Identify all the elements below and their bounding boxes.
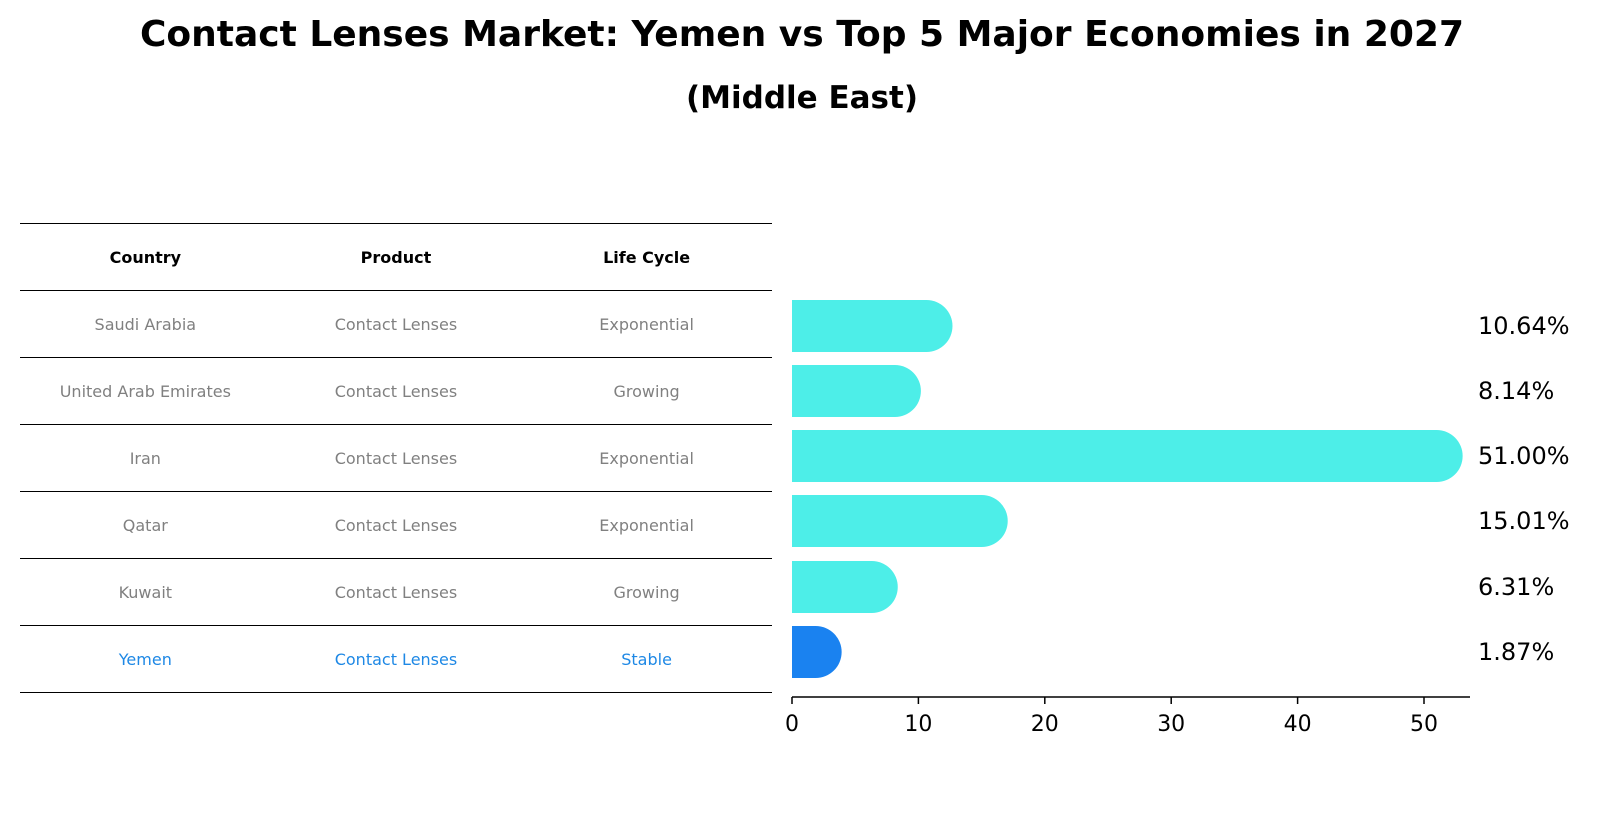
x-tick-label: 0 xyxy=(785,712,799,737)
cell-country: Qatar xyxy=(122,515,168,535)
cell-product: Contact Lenses xyxy=(334,314,458,334)
data-label: 10.64% xyxy=(1478,312,1570,340)
header-country: Country xyxy=(109,247,182,267)
cell-life-cycle: Growing xyxy=(613,582,680,602)
cell-product: Contact Lenses xyxy=(334,515,458,535)
table-header-row: Country Product Life Cycle xyxy=(20,223,772,290)
cell-life-cycle: Exponential xyxy=(599,515,694,535)
x-tick-label: 20 xyxy=(1031,712,1059,737)
cell-product: Contact Lenses xyxy=(334,649,458,669)
cell-life-cycle: Growing xyxy=(613,381,680,401)
cell-product: Contact Lenses xyxy=(334,582,458,602)
data-label: 51.00% xyxy=(1478,442,1570,470)
cell-country: Yemen xyxy=(118,649,172,669)
data-label: 15.01% xyxy=(1478,507,1570,535)
table-row: Qatar Contact Lenses Exponential xyxy=(20,491,772,558)
bar-saudi-arabia xyxy=(792,300,953,352)
bar-qatar xyxy=(792,495,1008,547)
header-life-cycle: Life Cycle xyxy=(603,247,691,267)
bar-yemen xyxy=(792,626,842,678)
chart-subtitle: (Middle East) xyxy=(685,80,918,116)
x-tick-label: 30 xyxy=(1157,712,1185,737)
cell-product: Contact Lenses xyxy=(334,448,458,468)
table-row: Iran Contact Lenses Exponential xyxy=(20,424,772,491)
cell-life-cycle: Exponential xyxy=(599,314,694,334)
table-row-highlight: Yemen Contact Lenses Stable xyxy=(20,625,772,693)
table-row: Kuwait Contact Lenses Growing xyxy=(20,558,772,625)
x-tick-label: 50 xyxy=(1410,712,1438,737)
cell-country: Saudi Arabia xyxy=(94,314,197,334)
bar-iran xyxy=(792,430,1463,482)
table-row: Saudi Arabia Contact Lenses Exponential xyxy=(20,290,772,357)
cell-life-cycle: Stable xyxy=(621,649,672,669)
bar-kuwait xyxy=(792,561,898,613)
cell-country: Iran xyxy=(129,448,161,468)
chart-title: Contact Lenses Market: Yemen vs Top 5 Ma… xyxy=(139,14,1465,55)
header-product: Product xyxy=(360,247,432,267)
x-tick-label: 10 xyxy=(904,712,932,737)
cell-country: United Arab Emirates xyxy=(59,381,231,401)
cell-country: Kuwait xyxy=(118,582,173,602)
data-label: 6.31% xyxy=(1478,573,1554,601)
cell-product: Contact Lenses xyxy=(334,381,458,401)
market-table: Country Product Life Cycle Saudi Arabia … xyxy=(20,223,772,693)
table-row: United Arab Emirates Contact Lenses Grow… xyxy=(20,357,772,424)
data-label: 1.87% xyxy=(1478,638,1554,666)
bar-united-arab-emirates xyxy=(792,365,921,417)
cell-life-cycle: Exponential xyxy=(599,448,694,468)
x-tick-label: 40 xyxy=(1284,712,1312,737)
data-label: 8.14% xyxy=(1478,377,1554,405)
